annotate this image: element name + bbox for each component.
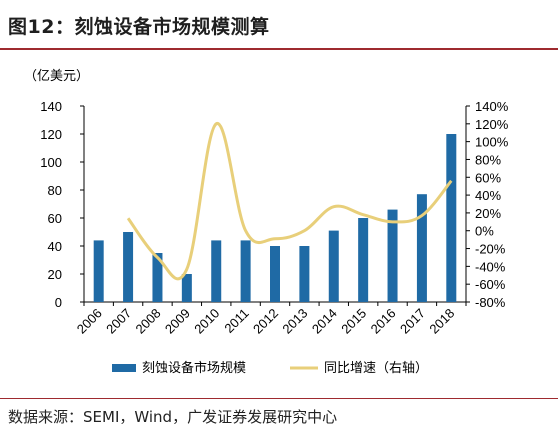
bar <box>299 246 310 302</box>
market-size-chart: （亿美元） 0 20 40 60 80 100 120 140 -80% -60% -40% -20%… <box>24 69 509 376</box>
bar <box>152 253 163 302</box>
x-axis-tick-label: 2017 <box>397 306 428 337</box>
bar <box>181 274 192 302</box>
right-axis-tick-label: -20% <box>475 242 506 257</box>
bar <box>211 240 222 302</box>
right-axis-tick-label: 40% <box>475 188 501 203</box>
left-axis-tick-label: 40 <box>48 239 62 254</box>
footer-divider <box>0 398 558 399</box>
growth-rate-line <box>126 122 453 281</box>
x-axis-tick-label: 2008 <box>133 306 164 337</box>
bar <box>358 218 369 302</box>
right-axis-tick-label: -60% <box>475 277 506 292</box>
bar <box>270 246 280 302</box>
x-axis-tick-label: 2013 <box>279 306 310 337</box>
legend-label-bar: 刻蚀设备市场规模 <box>142 360 246 376</box>
bar <box>328 230 339 302</box>
x-axis-tick-label: 2009 <box>162 306 193 337</box>
x-axis-tick-label: 2016 <box>368 306 399 337</box>
right-axis-tick-label: -80% <box>475 295 506 310</box>
bar <box>93 240 104 302</box>
legend-label-line: 同比增速（右轴） <box>324 361 428 376</box>
x-axis-tick-label: 2011 <box>221 306 251 336</box>
right-axis-tick-label: 20% <box>475 206 501 221</box>
right-axis-tick-label: -40% <box>475 259 506 274</box>
left-axis-tick-label: 60 <box>48 211 62 226</box>
figure-title: 图12：刻蚀设备市场规模测算 <box>8 16 270 38</box>
right-axis-tick-label: 120% <box>475 117 509 132</box>
left-axis-tick-label: 0 <box>55 295 62 310</box>
left-axis-tick-label: 120 <box>40 127 62 142</box>
left-axis-tick-label: 20 <box>48 267 62 282</box>
right-axis-tick-label: 140% <box>475 99 509 114</box>
left-axis-tick-label: 140 <box>40 99 62 114</box>
bar <box>416 194 427 302</box>
legend-swatch-bar <box>112 364 136 372</box>
x-axis-tick-label: 2006 <box>74 306 105 337</box>
bar <box>123 232 134 302</box>
x-axis-tick-label: 2018 <box>426 306 457 337</box>
left-axis-tick-label: 80 <box>48 183 62 198</box>
right-axis-tick-label: 0% <box>475 224 494 239</box>
x-axis-tick-label: 2012 <box>250 306 281 337</box>
left-axis-tick-label: 100 <box>40 155 62 170</box>
source-note: 数据来源：SEMI，Wind，广发证券发展研究中心 <box>8 408 338 426</box>
x-axis-tick-label: 2010 <box>191 306 222 337</box>
right-axis-tick-label: 80% <box>475 152 501 167</box>
title-divider <box>0 48 558 50</box>
x-axis-tick-label: 2015 <box>338 306 369 337</box>
bar <box>446 134 457 302</box>
x-axis-tick-label: 2007 <box>103 306 134 337</box>
left-axis-unit: （亿美元） <box>24 69 89 84</box>
right-axis-tick-label: 100% <box>475 135 509 150</box>
bar <box>387 209 398 302</box>
x-axis-tick-label: 2014 <box>309 306 340 337</box>
right-axis-tick-label: 60% <box>475 170 501 185</box>
bar <box>240 240 251 302</box>
